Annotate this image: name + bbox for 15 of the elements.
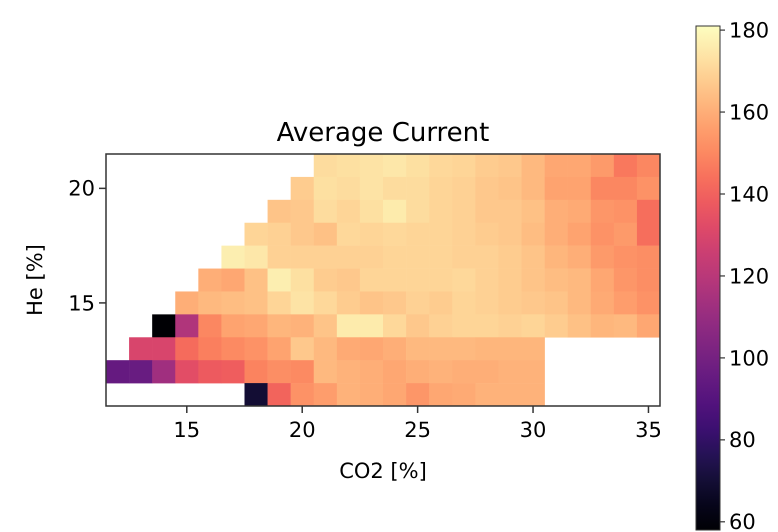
y-axis-title: He [%]: [23, 244, 47, 316]
color-bar-label: 120: [729, 264, 770, 288]
x-axis-title: CO2 [%]: [339, 459, 427, 483]
color-bar-label: 160: [729, 100, 770, 124]
chart-title: Average Current: [276, 118, 490, 148]
color-bar-label: 140: [729, 182, 770, 206]
color-bar-label: 80: [729, 428, 756, 452]
color-bar-label: 100: [729, 346, 770, 370]
x-tick-label: 35: [635, 418, 662, 442]
x-tick-label: 20: [288, 418, 316, 442]
color-bar-label: 60: [729, 510, 756, 532]
x-tick-label: 30: [520, 418, 546, 442]
x-tick-label: 25: [404, 418, 431, 442]
x-tick-label: 15: [173, 418, 200, 442]
color-bar-label: 180: [729, 18, 770, 42]
